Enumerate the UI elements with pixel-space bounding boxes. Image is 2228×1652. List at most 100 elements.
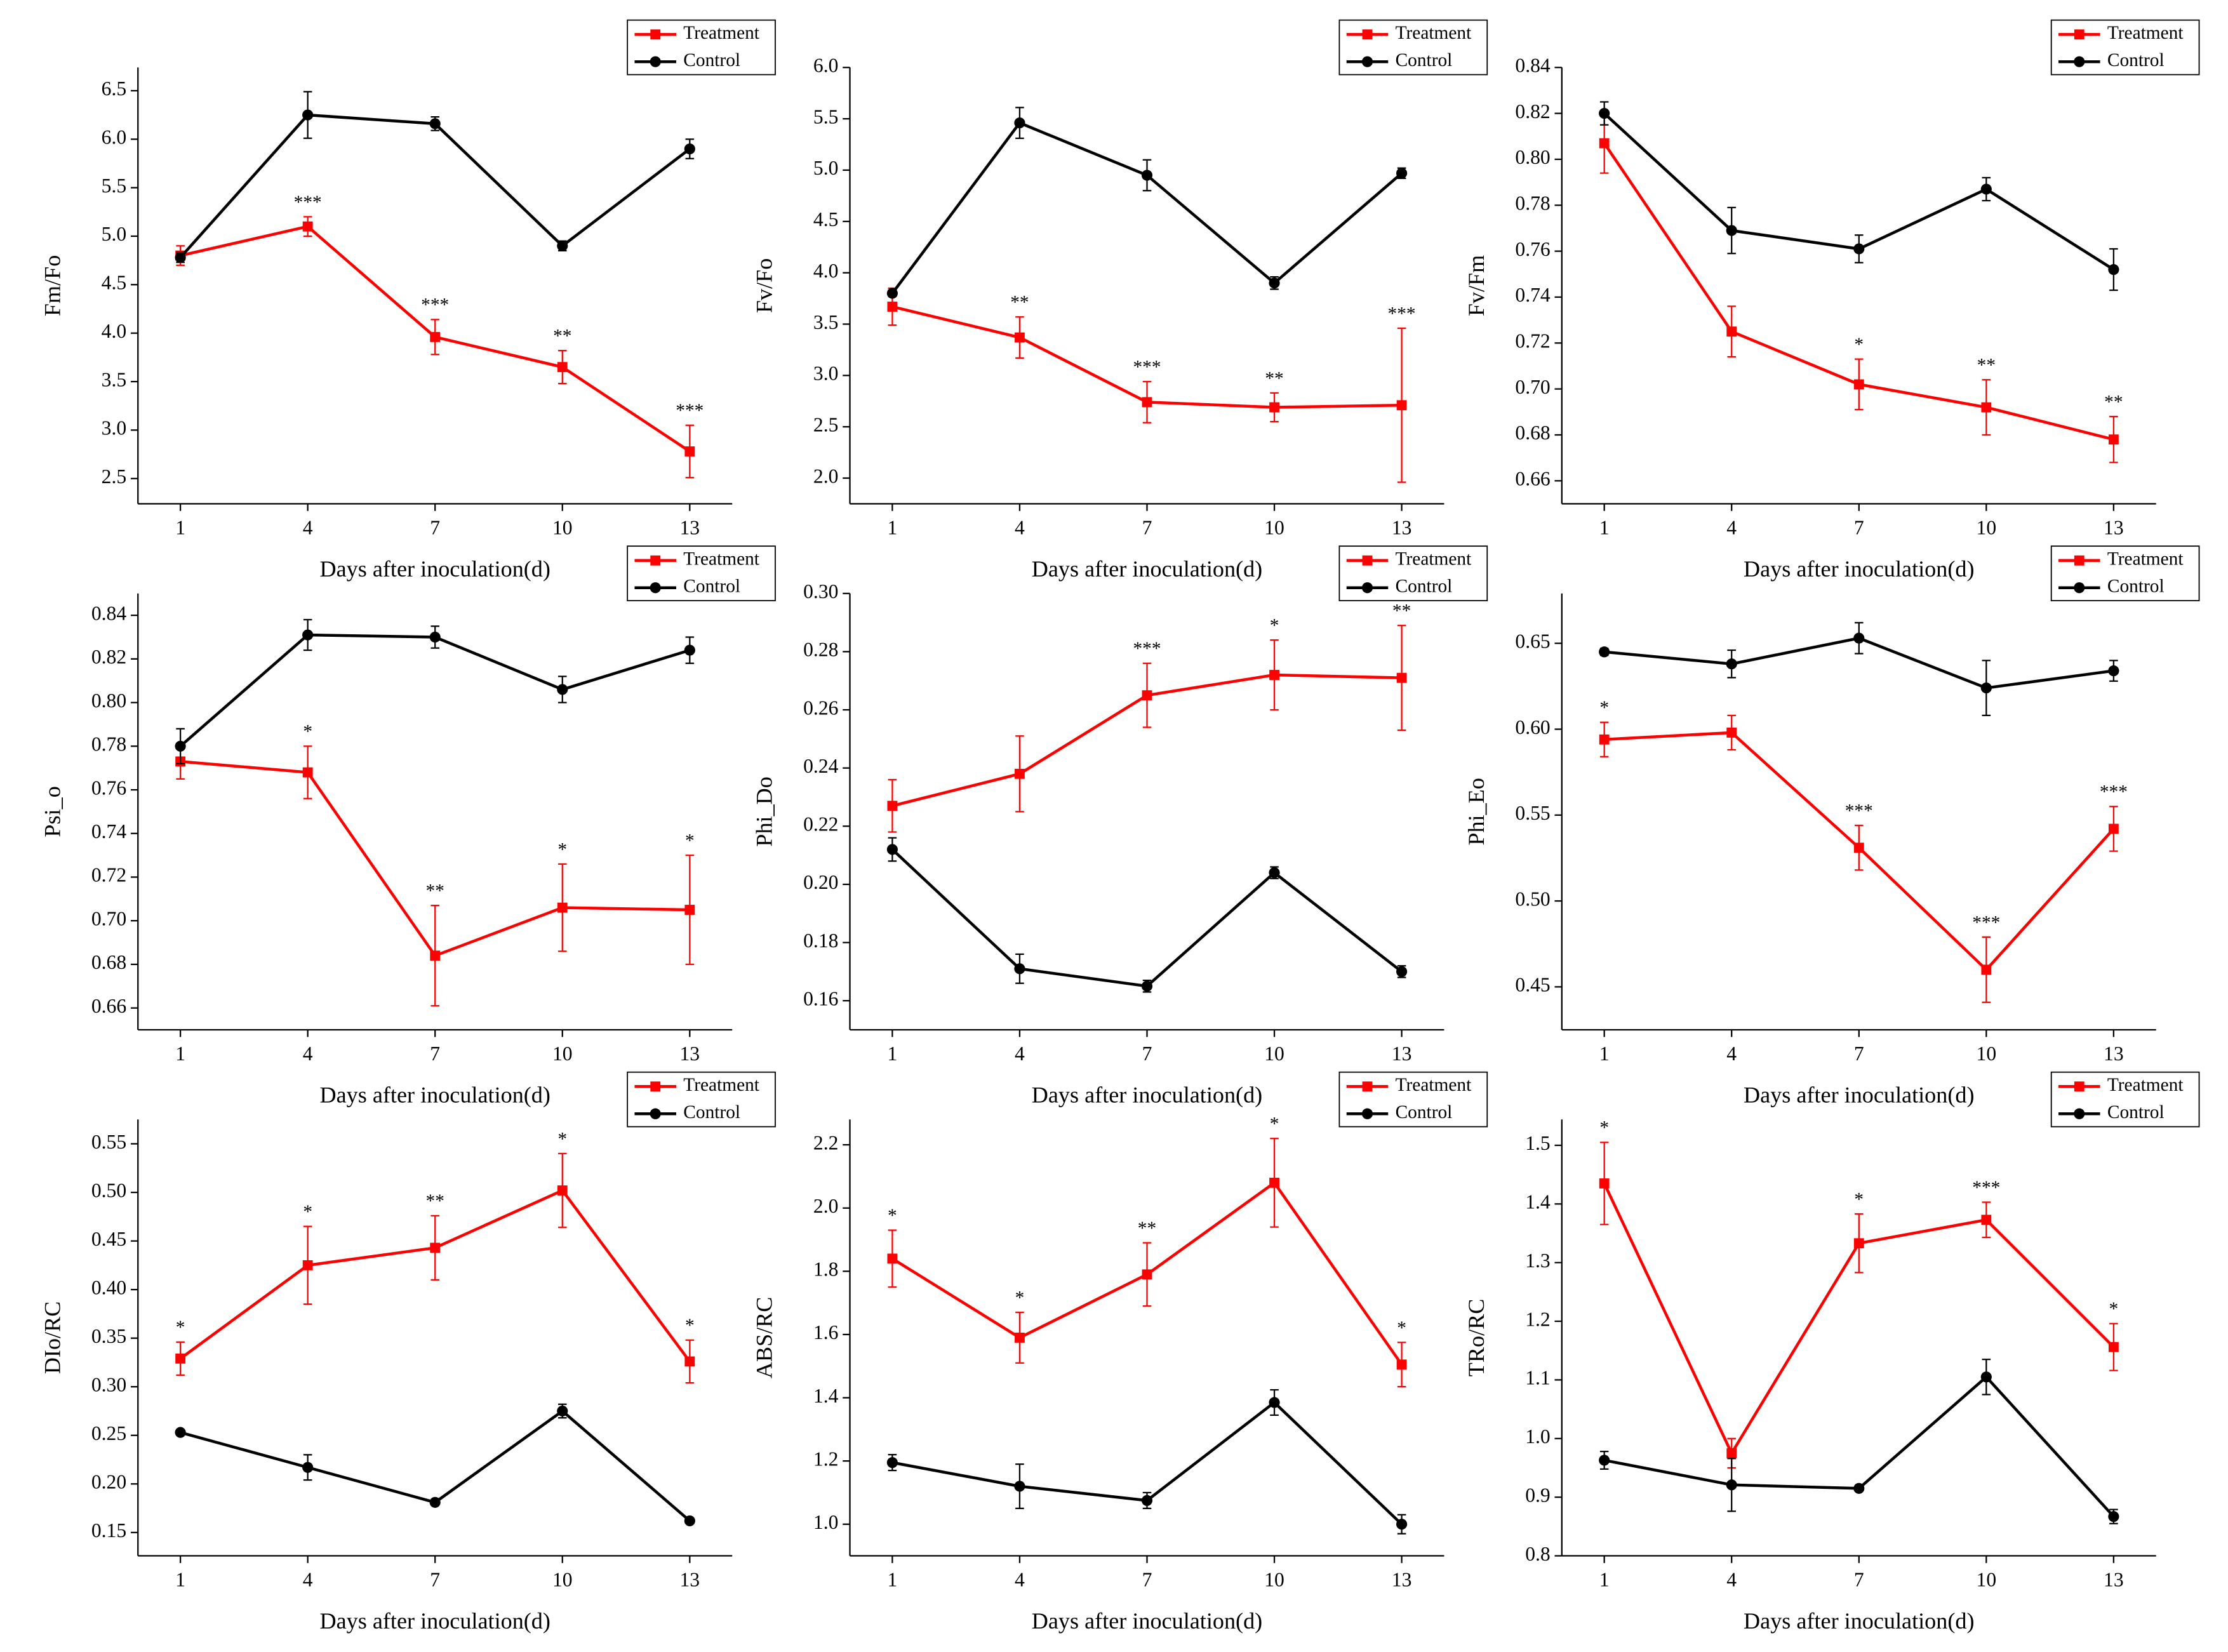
- x-tick-label: 4: [1726, 1042, 1737, 1065]
- y-tick-label: 1.8: [813, 1258, 839, 1281]
- x-tick-label: 4: [303, 1568, 313, 1590]
- y-tick-label: 0.76: [1515, 238, 1550, 260]
- x-tick-label: 7: [430, 516, 440, 538]
- x-tick-label: 7: [1142, 1042, 1152, 1065]
- y-axis-label: Fv/Fm: [1464, 255, 1489, 316]
- x-tick-label: 10: [552, 516, 573, 538]
- x-axis-label: Days after inoculation(d): [319, 1082, 550, 1108]
- y-tick-label: 1.3: [1525, 1249, 1551, 1272]
- significance-label: *: [1599, 698, 1609, 718]
- marker: [1142, 1269, 1152, 1280]
- x-tick-label: 10: [1977, 516, 1997, 538]
- significance-label: *: [685, 831, 695, 851]
- x-tick-label: 4: [1726, 1568, 1737, 1590]
- marker: [557, 362, 568, 373]
- x-tick-label: 10: [1264, 516, 1284, 538]
- y-tick-label: 0.68: [1515, 422, 1550, 444]
- legend: Treatment Control: [2050, 1071, 2200, 1128]
- y-tick-label: 0.26: [803, 696, 838, 719]
- marker: [1599, 1455, 1610, 1466]
- y-tick-label: 0.30: [91, 1373, 126, 1396]
- significance-label: *: [685, 1316, 695, 1336]
- marker: [1269, 277, 1280, 289]
- y-tick-label: 0.20: [803, 871, 838, 893]
- series-line: [1604, 1375, 2115, 1518]
- y-tick-label: 0.60: [1515, 716, 1550, 738]
- significance-label: **: [1265, 368, 1283, 389]
- marker: [1396, 672, 1407, 683]
- y-tick-label: 1.2: [1525, 1308, 1551, 1330]
- marker: [1853, 243, 1865, 255]
- legend: Treatment Control: [2050, 545, 2200, 601]
- marker: [684, 644, 695, 656]
- marker: [684, 1515, 695, 1527]
- panel: 0.45 0.50 0.55 0.60 0.65 1 4 7 10 13 Days after in…: [1464, 545, 2200, 1108]
- marker: [684, 446, 695, 456]
- marker: [684, 905, 695, 915]
- y-tick-label: 0.84: [91, 602, 127, 624]
- y-tick-label: 0.22: [803, 813, 838, 836]
- y-tick-label: 0.66: [1515, 468, 1550, 490]
- y-tick-label: 3.5: [102, 368, 127, 390]
- panel: 1.0 1.2 1.4 1.6 1.8 2.0 2.2 1 4 7 10 13 Days after i…: [752, 1071, 1488, 1634]
- y-tick-label: 3.5: [813, 311, 839, 333]
- y-tick-label: 6.0: [102, 126, 127, 149]
- x-tick-label: 1: [1599, 1568, 1610, 1590]
- x-tick-label: 10: [552, 1568, 573, 1590]
- x-tick-label: 4: [1015, 516, 1025, 538]
- y-tick-label: 1.2: [813, 1448, 839, 1470]
- marker: [1599, 646, 1610, 658]
- x-tick-label: 7: [1854, 516, 1864, 538]
- legend-label: Treatment: [1396, 1075, 1472, 1095]
- x-axis-label: Days after inoculation(d): [319, 1608, 550, 1634]
- x-tick-label: 13: [680, 516, 700, 538]
- x-tick-label: 13: [1392, 1568, 1412, 1590]
- significance-label: *: [303, 722, 312, 742]
- x-tick-label: 7: [430, 1042, 440, 1065]
- significance-label: ***: [1972, 1178, 2000, 1198]
- x-tick-label: 4: [1726, 516, 1737, 538]
- legend: Treatment Control: [2050, 19, 2200, 76]
- marker: [1396, 168, 1408, 179]
- marker: [1361, 582, 1373, 594]
- marker: [1726, 728, 1737, 738]
- y-tick-label: 0.66: [91, 995, 126, 1017]
- marker: [1981, 1215, 1992, 1225]
- y-tick-label: 6.0: [813, 55, 839, 77]
- marker: [650, 29, 661, 40]
- panel: 2.5 3.0 3.5 4.0 4.5 5.0 5.5 6.0 6.5 1 4 7 10 13 Days a…: [39, 19, 776, 582]
- y-tick-label: 0.50: [91, 1179, 126, 1201]
- y-tick-label: 0.45: [1515, 974, 1550, 996]
- marker: [1980, 682, 1992, 694]
- legend: Treatment Control: [1338, 1071, 1488, 1128]
- marker: [1269, 1397, 1280, 1408]
- x-tick-label: 7: [1854, 1042, 1864, 1065]
- x-tick-label: 7: [1142, 1568, 1152, 1590]
- significance-label: *: [557, 1129, 567, 1149]
- y-tick-label: 1.1: [1525, 1367, 1551, 1389]
- y-tick-label: 0.82: [1515, 100, 1550, 123]
- y-tick-label: 0.72: [91, 864, 126, 886]
- marker: [1853, 1482, 1865, 1494]
- x-tick-label: 10: [1264, 1568, 1284, 1590]
- y-tick-label: 0.84: [1515, 55, 1551, 77]
- y-tick-label: 0.55: [91, 1131, 126, 1153]
- significance-label: *: [557, 839, 567, 860]
- marker: [1853, 379, 1864, 390]
- marker: [650, 582, 661, 594]
- marker: [2074, 56, 2085, 67]
- marker: [1141, 170, 1153, 181]
- legend-label: Control: [2107, 50, 2165, 70]
- marker: [1015, 332, 1025, 343]
- legend-label: Treatment: [2107, 549, 2184, 570]
- legend-label: Treatment: [2107, 23, 2184, 43]
- marker: [175, 251, 186, 263]
- y-tick-label: 0.55: [1515, 802, 1550, 824]
- x-tick-label: 4: [303, 516, 313, 538]
- marker: [650, 1108, 661, 1119]
- significance-label: ***: [676, 401, 704, 421]
- significance-label: **: [2104, 392, 2123, 412]
- x-tick-label: 4: [1015, 1568, 1025, 1590]
- significance-label: *: [1854, 1189, 1864, 1209]
- y-tick-label: 0.78: [1515, 192, 1550, 215]
